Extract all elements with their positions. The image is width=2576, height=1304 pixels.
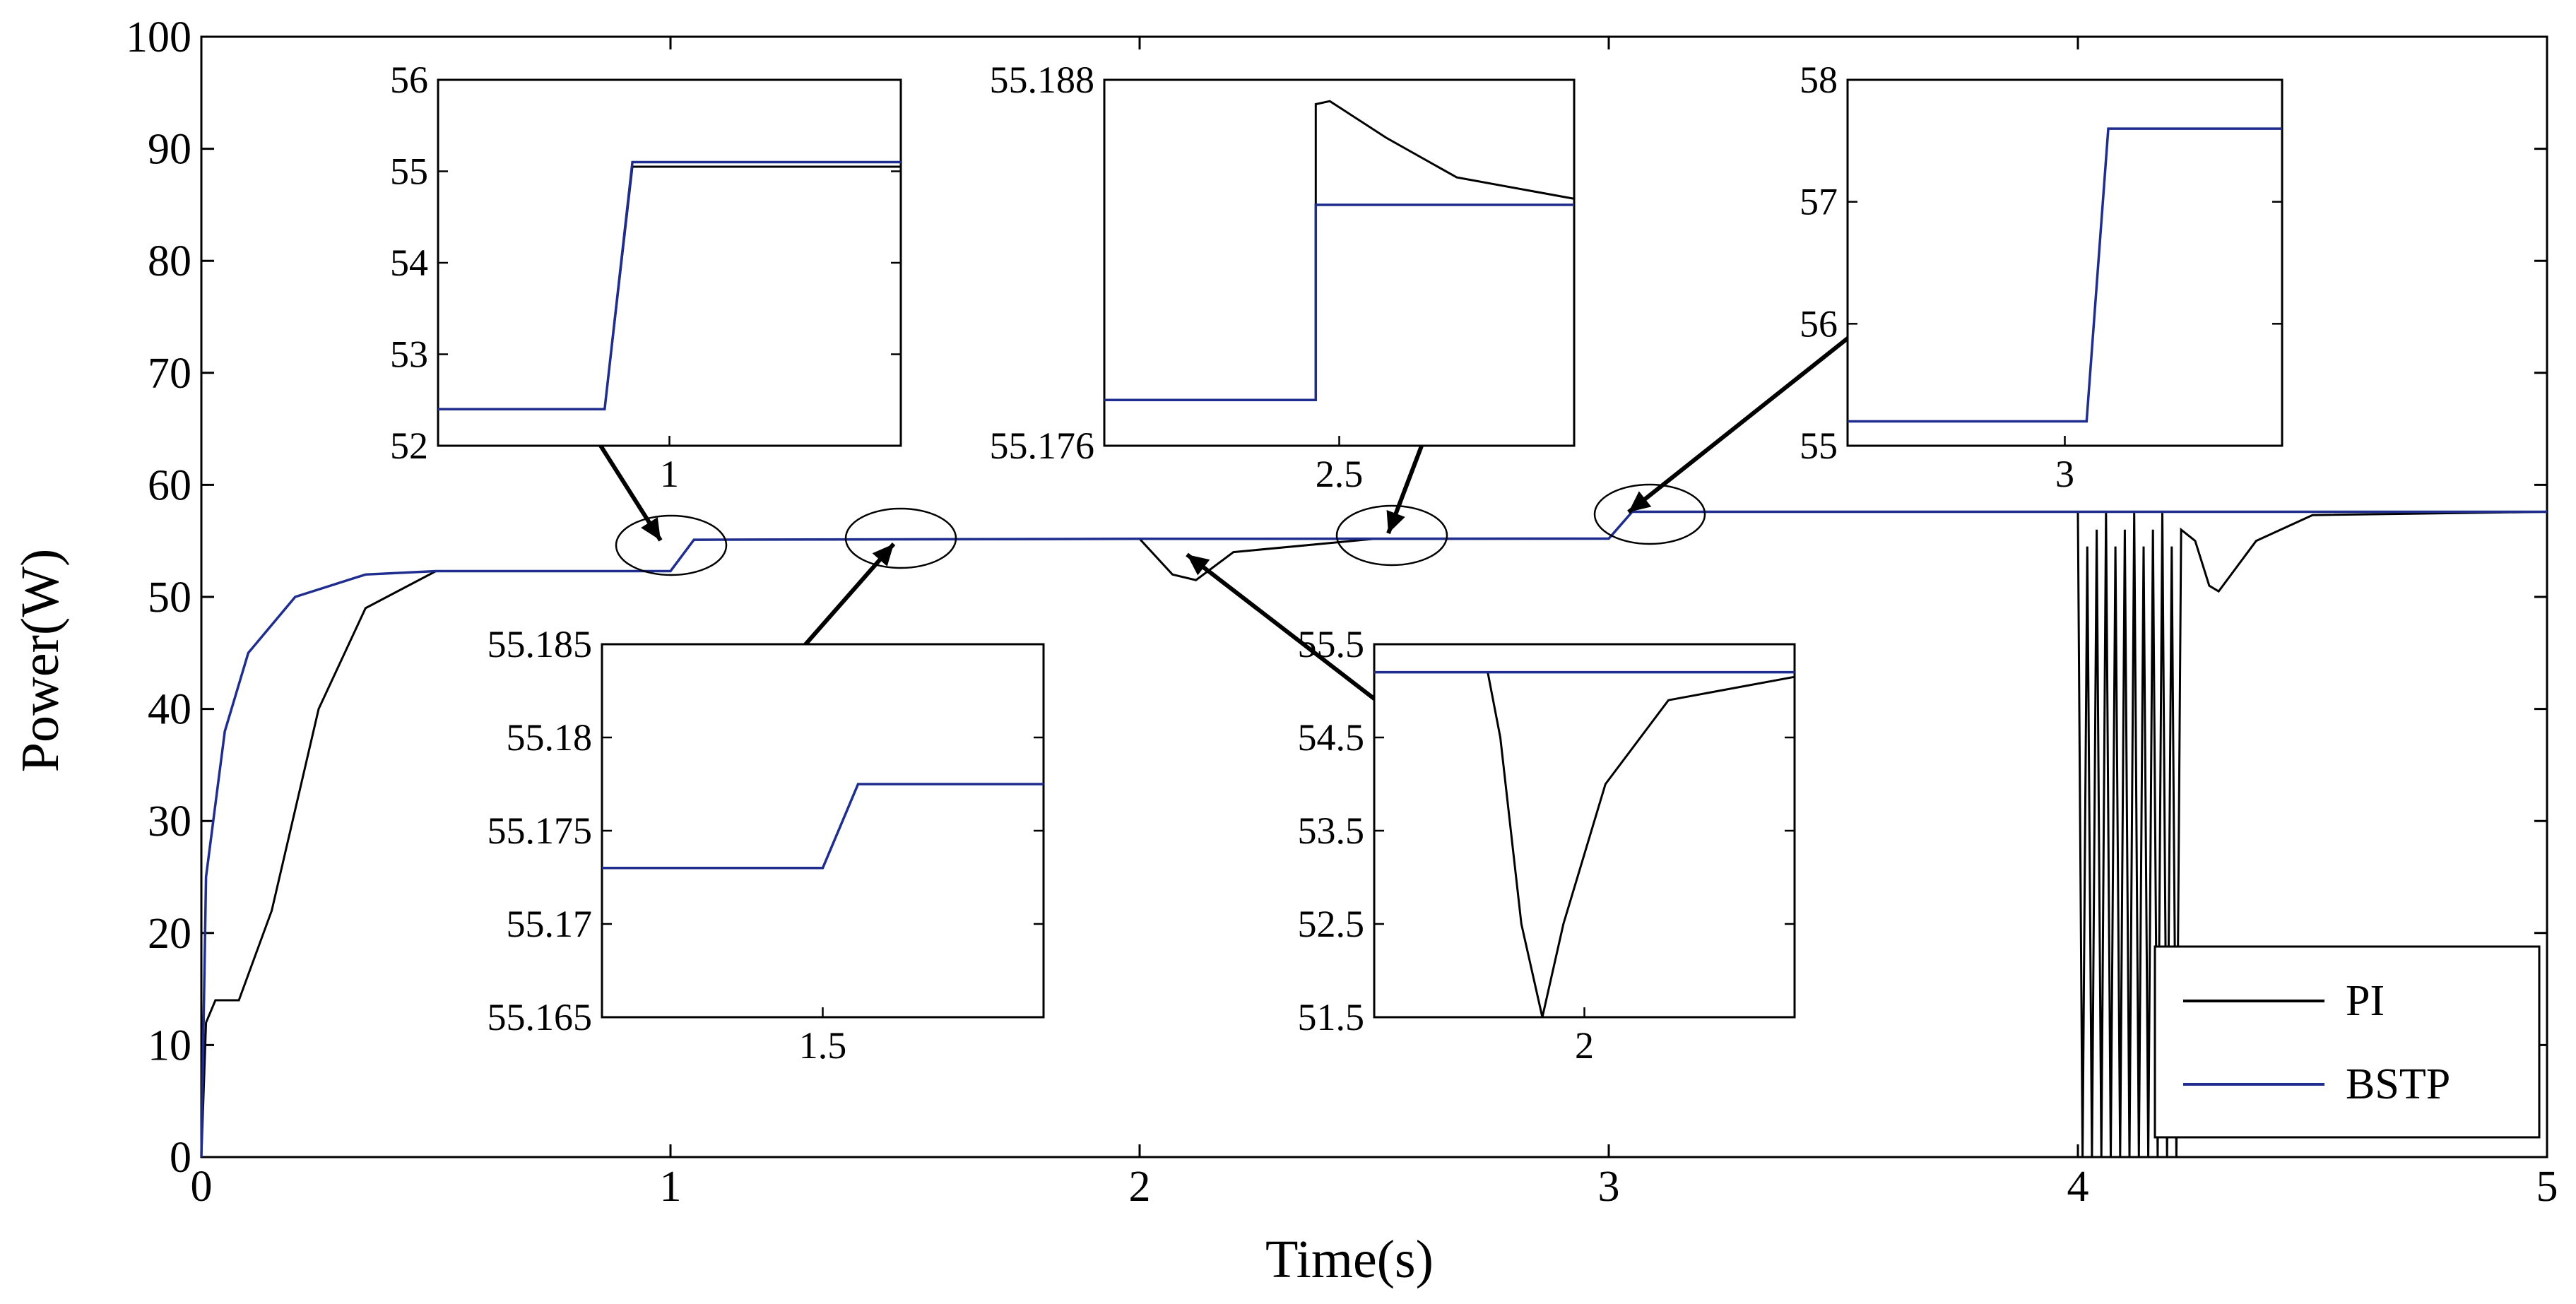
inset-x-tick-label: 1	[660, 453, 679, 495]
y-tick-label: 10	[148, 1021, 191, 1069]
inset-y-tick-label: 54.5	[1298, 716, 1365, 759]
x-tick-label: 2	[1129, 1163, 1151, 1211]
inset-y-tick-label: 51.5	[1298, 996, 1365, 1038]
inset-3: 55 56 57 58 3	[1800, 59, 2283, 495]
zoom-arrow-3	[1186, 552, 1404, 723]
zoom-arrowhead-5	[1629, 491, 1652, 512]
zoom-ellipse-2	[844, 507, 957, 569]
inset-line-bstp	[438, 160, 901, 410]
legend-label-bstp: BSTP	[2346, 1060, 2450, 1108]
inset-frame	[1846, 78, 2283, 447]
inset-y-tick-label: 55.188	[990, 59, 1095, 101]
zoom-arrowhead-2	[872, 544, 894, 567]
inset-y-tick-label: 55.175	[488, 810, 593, 852]
inset-line-pi	[1314, 100, 1575, 401]
inset-line-bstp	[1104, 203, 1574, 402]
x-tick-label: 1	[660, 1163, 682, 1211]
inset-y-tick-label: 54	[390, 242, 428, 284]
zoom-ellipse-1	[615, 514, 728, 576]
inset-y-tick-label: 57	[1800, 181, 1838, 223]
inset-y-tick-label: 58	[1800, 59, 1838, 101]
y-tick-label: 40	[148, 686, 191, 734]
inset-line-pi	[1374, 671, 1795, 1018]
inset-frame	[601, 643, 1045, 1019]
inset-line-bstp	[602, 783, 1044, 870]
inset-y-tick-label: 55.5	[1298, 623, 1365, 665]
x-tick-label: 3	[1598, 1163, 1620, 1211]
y-tick-label: 80	[148, 237, 191, 285]
main-lines	[200, 510, 2548, 1158]
inset-frame	[1103, 78, 1576, 447]
inset-frame	[437, 78, 902, 447]
inset-y-tick-label: 52.5	[1298, 903, 1365, 945]
inset-y-tick-label: 56	[390, 59, 428, 101]
inset-5: 55.5 54.5 53.5 52.5 51.5 2	[1298, 623, 1796, 1067]
zoom-ellipse-4	[1593, 483, 1706, 545]
legend: PI BSTP	[2153, 945, 2541, 1139]
y-tick-label: 30	[148, 798, 191, 846]
y-tick-label: 60	[148, 461, 191, 509]
y-tick-label: 100	[126, 13, 191, 61]
inset-line-bstp	[1848, 127, 2282, 423]
y-tick-label: 70	[148, 350, 191, 398]
inset-x-tick-label: 1.5	[799, 1024, 847, 1067]
y-tick-label: 20	[148, 910, 191, 958]
inset-y-tick-label: 55.18	[507, 716, 593, 759]
inset-x-tick-label: 3	[2055, 453, 2074, 495]
inset-y-tick-label: 53	[390, 333, 428, 376]
y-tick-label: 50	[148, 574, 191, 622]
inset-x-tick-label: 2	[1575, 1024, 1594, 1067]
y-tick-label: 90	[148, 126, 191, 174]
insets: 52 53 54 55 56 1 55.188 55.176 2.5 55 56 57 58 3 55.18…	[390, 59, 2283, 1067]
zoom-arrowhead-4	[1386, 509, 1405, 533]
series-line-bstp	[200, 510, 2547, 1158]
inset-y-tick-label: 52	[390, 425, 428, 467]
y-axis-label: Power(W)	[11, 549, 70, 773]
zoom-arrowhead-1	[641, 517, 661, 540]
inset-y-tick-label: 53.5	[1298, 810, 1365, 852]
x-tick-label: 0	[191, 1163, 213, 1211]
inset-y-tick-label: 55.165	[488, 996, 593, 1038]
inset-x-tick-label: 2.5	[1316, 453, 1364, 495]
inset-4: 55.185 55.18 55.175 55.17 55.165 1.5	[488, 623, 1045, 1067]
inset-2: 55.188 55.176 2.5	[990, 59, 1576, 495]
y-tick-label: 0	[170, 1134, 191, 1182]
inset-y-tick-label: 55	[1800, 425, 1838, 467]
inset-y-tick-label: 55.185	[488, 623, 593, 665]
zoom-arrowhead-3	[1187, 555, 1210, 576]
x-tick-label: 4	[2067, 1163, 2089, 1211]
zoom-ellipse-3	[1335, 504, 1448, 567]
inset-y-tick-label: 56	[1800, 302, 1838, 345]
inset-y-tick-label: 55.176	[990, 425, 1095, 467]
x-axis-label: Time(s)	[1265, 1230, 1434, 1289]
x-tick-label: 5	[2536, 1163, 2558, 1211]
inset-frame	[1373, 643, 1796, 1019]
legend-label-pi: PI	[2346, 977, 2385, 1025]
inset-y-tick-label: 55.17	[507, 903, 593, 945]
inset-1: 52 53 54 55 56 1	[390, 59, 902, 495]
inset-y-tick-label: 55	[390, 150, 428, 193]
legend-box	[2153, 945, 2541, 1139]
